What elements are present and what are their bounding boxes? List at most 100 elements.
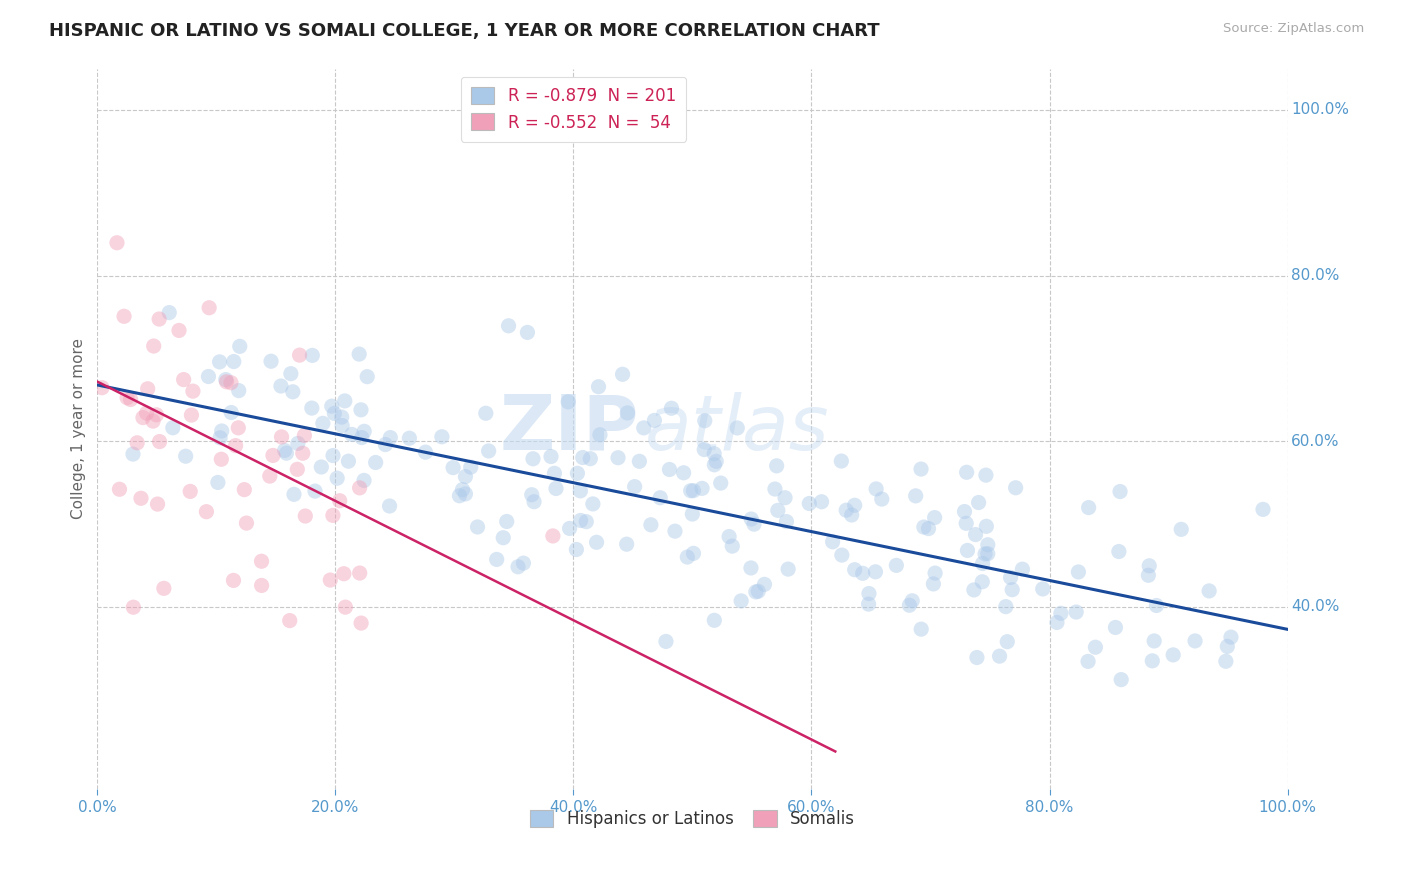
Point <box>607 450 630 465</box>
Point <box>498 318 520 333</box>
Point <box>655 634 678 648</box>
Point <box>972 557 994 571</box>
Point <box>198 301 221 315</box>
Point <box>506 559 529 574</box>
Point <box>91 381 114 395</box>
Point <box>703 447 725 461</box>
Point <box>283 487 305 501</box>
Point <box>579 451 602 466</box>
Point <box>844 563 866 577</box>
Point <box>321 399 343 413</box>
Point <box>337 454 360 468</box>
Point <box>167 323 190 337</box>
Point <box>1004 481 1026 495</box>
Point <box>162 421 184 435</box>
Point <box>681 507 703 521</box>
Point <box>953 504 976 518</box>
Point <box>287 436 309 450</box>
Point <box>467 520 489 534</box>
Point <box>765 458 787 473</box>
Point <box>415 445 437 459</box>
Point <box>451 483 474 497</box>
Point <box>179 484 201 499</box>
Point <box>364 455 387 469</box>
Point <box>520 488 543 502</box>
Point <box>633 421 655 435</box>
Point <box>319 573 342 587</box>
Text: atlas: atlas <box>645 392 830 466</box>
Point <box>460 460 482 475</box>
Point <box>475 406 498 420</box>
Point <box>901 594 924 608</box>
Point <box>956 543 979 558</box>
Text: 80.0%: 80.0% <box>1291 268 1340 283</box>
Point <box>924 566 946 580</box>
Point <box>350 616 373 631</box>
Point <box>1220 630 1243 644</box>
Point <box>1137 568 1160 582</box>
Point <box>235 516 257 530</box>
Point <box>142 339 165 353</box>
Point <box>977 547 1000 561</box>
Point <box>226 421 249 435</box>
Point <box>270 379 292 393</box>
Point <box>740 561 762 575</box>
Point <box>1143 634 1166 648</box>
Point <box>301 401 323 415</box>
Point <box>276 446 298 460</box>
Point <box>544 482 567 496</box>
Point <box>571 450 593 465</box>
Point <box>1011 562 1033 576</box>
Point <box>557 394 579 409</box>
Point <box>153 582 176 596</box>
Point <box>963 582 986 597</box>
Point <box>742 517 765 532</box>
Point <box>693 414 716 428</box>
Point <box>1067 565 1090 579</box>
Point <box>569 513 592 527</box>
Point <box>132 410 155 425</box>
Point <box>250 578 273 592</box>
Point <box>703 613 725 627</box>
Point <box>208 355 231 369</box>
Point <box>967 495 990 509</box>
Point <box>588 380 610 394</box>
Point <box>858 597 880 611</box>
Point <box>211 424 233 438</box>
Point <box>1215 654 1237 668</box>
Point <box>228 384 250 398</box>
Point <box>260 354 283 368</box>
Point <box>441 460 464 475</box>
Point <box>142 414 165 428</box>
Point <box>349 566 371 580</box>
Point <box>852 566 875 581</box>
Point <box>1046 615 1069 630</box>
Point <box>173 373 195 387</box>
Point <box>278 614 301 628</box>
Point <box>115 391 138 405</box>
Point <box>730 594 752 608</box>
Point <box>219 376 242 390</box>
Point <box>146 497 169 511</box>
Point <box>1077 654 1099 668</box>
Point <box>703 458 725 472</box>
Point <box>831 548 853 562</box>
Point <box>922 577 945 591</box>
Point <box>215 373 238 387</box>
Point <box>522 451 544 466</box>
Point <box>955 516 977 531</box>
Text: 40.0%: 40.0% <box>1291 599 1340 615</box>
Point <box>865 482 887 496</box>
Point <box>222 574 245 588</box>
Point <box>740 512 762 526</box>
Point <box>180 408 202 422</box>
Text: 100.0%: 100.0% <box>1291 103 1350 118</box>
Point <box>858 586 880 600</box>
Point <box>821 534 844 549</box>
Point <box>690 482 713 496</box>
Point <box>745 585 768 599</box>
Point <box>330 410 353 425</box>
Point <box>1084 640 1107 655</box>
Point <box>810 495 832 509</box>
Point <box>1000 570 1022 584</box>
